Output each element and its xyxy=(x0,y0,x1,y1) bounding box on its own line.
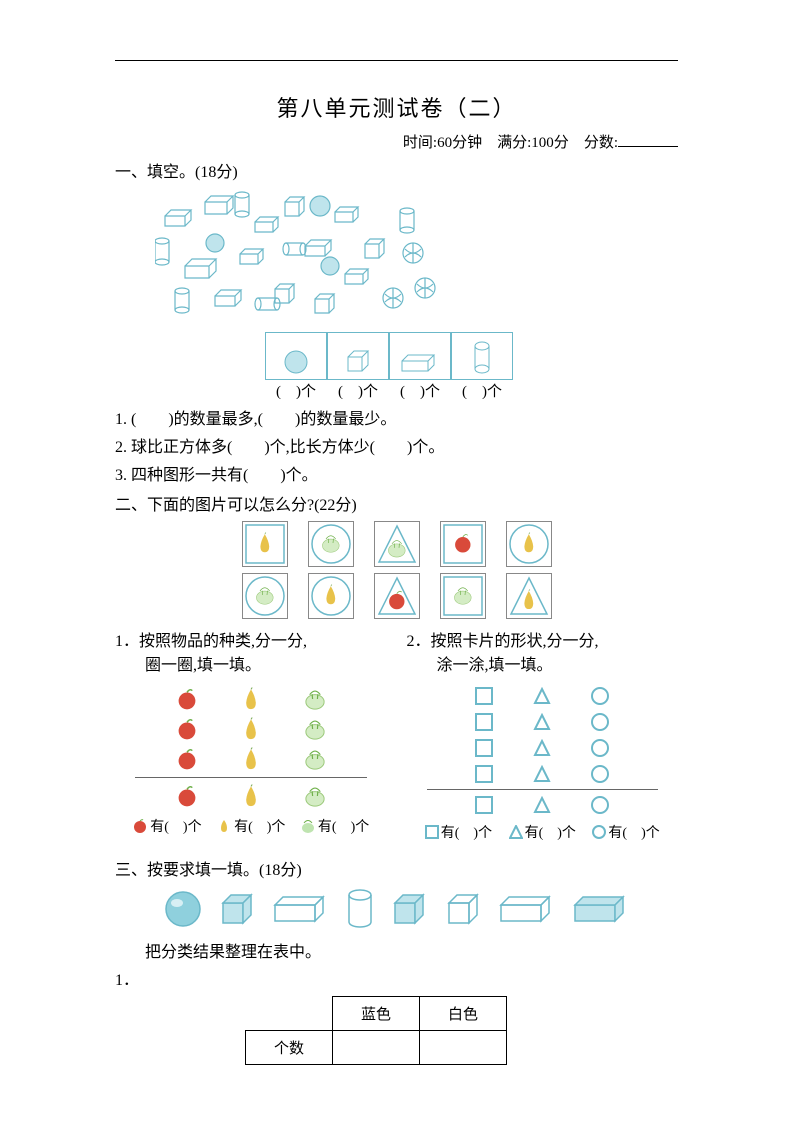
solid-cube-blue xyxy=(217,889,257,929)
card-triangle-pear xyxy=(506,573,552,619)
fc3: 有( )个 xyxy=(300,816,369,836)
count-cell-sphere xyxy=(265,332,327,380)
s2-q1: 1．按照物品的种类,分一分, xyxy=(115,627,387,651)
cl1: ( )个 xyxy=(265,380,327,401)
solid-cuboid-white xyxy=(497,891,557,927)
s2-col-left: 1．按照物品的种类,分一分, 圈一圈,填一填。 有( )个 有( )个 有( )… xyxy=(115,627,387,842)
card-circle-pear xyxy=(506,521,552,567)
shape-col-triangle xyxy=(533,687,551,783)
sc2: 有( )个 xyxy=(509,822,576,842)
shape-bottom-triangle xyxy=(533,796,551,814)
cards-row2 xyxy=(115,573,678,619)
score-label: 分数: xyxy=(584,135,618,151)
section2-head: 二、下面的图片可以怎么分?(22分) xyxy=(115,491,678,515)
card-square-apple xyxy=(440,521,486,567)
page-title: 第八单元测试卷（二） xyxy=(115,91,678,123)
th-blue: 蓝色 xyxy=(333,997,420,1031)
fc1: 有( )个 xyxy=(132,816,201,836)
classify-table: 蓝色 白色 个数 xyxy=(245,996,507,1065)
card-circle-cabbage xyxy=(242,573,288,619)
shape-col-square xyxy=(475,687,493,783)
solid-cube-blue xyxy=(389,889,429,929)
shape-counts: 有( )个 有( )个 有( )个 xyxy=(417,822,669,842)
card-square-pear xyxy=(242,521,288,567)
shape-bottom-square xyxy=(475,796,493,814)
count-boxes xyxy=(265,332,678,380)
card-circle-pear xyxy=(308,573,354,619)
shape-bottom-circle xyxy=(591,796,609,814)
solids-row xyxy=(115,888,678,930)
card-triangle-cabbage xyxy=(374,521,420,567)
cl2: ( )个 xyxy=(327,380,389,401)
section3-head: 三、按要求填一填。(18分) xyxy=(115,856,678,880)
s3-instr: 把分类结果整理在表中。 xyxy=(115,938,678,962)
page: 第八单元测试卷（二） 时间:60分钟 满分:100分 分数: 一、填空。(18分… xyxy=(0,0,793,1105)
card-circle-cabbage xyxy=(308,521,354,567)
s2-q1b: 圈一圈,填一填。 xyxy=(115,651,387,675)
card-square-cabbage xyxy=(440,573,486,619)
s1-q1: 1. ( )的数量最多,( )的数量最少。 xyxy=(115,405,678,429)
solid-cuboid-white xyxy=(271,891,331,927)
time-value: 60分钟 xyxy=(437,135,482,151)
cell-white[interactable] xyxy=(420,1031,507,1065)
fc2: 有( )个 xyxy=(216,816,285,836)
card-triangle-apple xyxy=(374,573,420,619)
count-cell-cube xyxy=(327,332,389,380)
s2-q2: 2．按照卡片的形状,分一分, xyxy=(407,627,679,651)
score-blank[interactable] xyxy=(618,133,678,147)
shape-bottom xyxy=(407,796,679,818)
fruit-bottom-pear xyxy=(239,784,263,808)
shape-line xyxy=(427,789,659,790)
th-white: 白色 xyxy=(420,997,507,1031)
fruit-bottom xyxy=(115,784,387,812)
full-label: 满分: xyxy=(497,135,531,151)
row-label: 个数 xyxy=(246,1031,333,1065)
section1-head: 一、填空。(18分) xyxy=(115,158,678,182)
fruit-piles xyxy=(115,687,387,775)
solid-cuboid-blue xyxy=(571,891,631,927)
sc1: 有( )个 xyxy=(425,822,492,842)
fruit-bottom-apple xyxy=(175,784,199,808)
s3-num: 1． xyxy=(115,966,678,990)
full-value: 100分 xyxy=(531,135,569,151)
solid-cube-white xyxy=(443,889,483,929)
shape-piles xyxy=(407,687,679,787)
sc3: 有( )个 xyxy=(592,822,659,842)
shape-col-circle xyxy=(591,687,609,783)
count-cell-cuboid xyxy=(389,332,451,380)
shapes-figure xyxy=(155,188,455,328)
fruit-line xyxy=(135,777,367,778)
cell-blue[interactable] xyxy=(333,1031,420,1065)
fruit-col-cabbage xyxy=(303,687,327,771)
exam-info: 时间:60分钟 满分:100分 分数: xyxy=(115,131,678,152)
s2-two-col: 1．按照物品的种类,分一分, 圈一圈,填一填。 有( )个 有( )个 有( )… xyxy=(115,627,678,842)
s1-q3: 3. 四种图形一共有( )个。 xyxy=(115,461,678,485)
solid-sphere-blue xyxy=(163,889,203,929)
cl3: ( )个 xyxy=(389,380,451,401)
top-rule xyxy=(115,60,678,61)
cl4: ( )个 xyxy=(451,380,513,401)
solid-cylinder-white xyxy=(345,888,375,930)
time-label: 时间: xyxy=(403,135,437,151)
s1-q2: 2. 球比正方体多( )个,比长方体少( )个。 xyxy=(115,433,678,457)
count-labels: ( )个 ( )个 ( )个 ( )个 xyxy=(265,380,678,401)
s2-q2b: 涂一涂,填一填。 xyxy=(407,651,679,675)
fruit-col-pear xyxy=(239,687,263,771)
fruit-counts: 有( )个 有( )个 有( )个 xyxy=(125,816,377,836)
fruit-bottom-cabbage xyxy=(303,784,327,808)
count-cell-cylinder xyxy=(451,332,513,380)
s2-col-right: 2．按照卡片的形状,分一分, 涂一涂,填一填。 有( )个 有( )个 有( )… xyxy=(407,627,679,842)
cards-row1 xyxy=(115,521,678,567)
fruit-col-apple xyxy=(175,687,199,771)
